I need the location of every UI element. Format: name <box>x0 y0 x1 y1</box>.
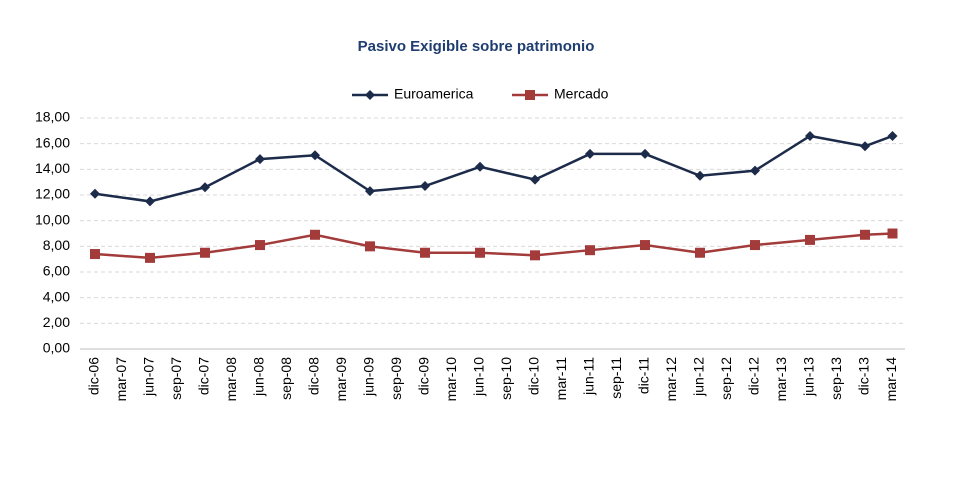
x-tick-label: jun-12 <box>691 357 707 397</box>
data-point <box>475 247 485 258</box>
data-point <box>805 234 815 245</box>
y-tick-label: 6,00 <box>43 263 70 279</box>
series-line <box>94 232 893 260</box>
data-point <box>200 182 210 193</box>
x-tick-label: sep-07 <box>168 357 184 400</box>
y-tick-label: 4,00 <box>43 288 70 304</box>
legend-marker <box>525 90 535 100</box>
x-tick-label: mar-08 <box>223 357 239 402</box>
chart-title: Pasivo Exigible sobre patrimonio <box>358 38 595 55</box>
data-point <box>365 186 375 197</box>
data-point <box>255 240 265 251</box>
x-tick-label: sep-09 <box>388 357 404 400</box>
y-tick-label: 2,00 <box>43 314 70 330</box>
x-tick-label: jun-13 <box>801 357 817 397</box>
data-point <box>860 141 870 152</box>
legend-marker <box>365 90 375 100</box>
data-point <box>420 181 430 192</box>
data-point <box>860 229 870 240</box>
data-point <box>887 130 898 141</box>
x-tick-label: sep-12 <box>718 357 734 400</box>
y-tick-label: 12,00 <box>35 186 70 202</box>
data-point <box>585 245 595 256</box>
y-tick-label: 0,00 <box>43 340 70 356</box>
x-tick-label: mar-13 <box>773 357 789 402</box>
x-tick-label: sep-10 <box>498 357 514 400</box>
x-tick-label: mar-10 <box>443 357 459 402</box>
x-tick-label: dic-12 <box>746 357 762 395</box>
x-tick-label: dic-06 <box>86 357 102 395</box>
x-tick-label: sep-11 <box>608 357 624 399</box>
data-point <box>585 148 595 159</box>
data-point <box>310 229 320 240</box>
series-line <box>94 134 893 203</box>
data-point <box>750 240 760 251</box>
y-tick-label: 14,00 <box>35 160 70 176</box>
data-point <box>310 150 320 161</box>
data-point <box>255 154 265 165</box>
data-point <box>640 240 650 251</box>
x-tick-label: jun-07 <box>141 357 157 397</box>
x-tick-label: dic-08 <box>306 357 322 395</box>
data-point <box>475 161 485 172</box>
x-tick-label: jun-09 <box>361 357 377 397</box>
x-tick-label: dic-11 <box>636 357 652 394</box>
data-point <box>145 196 155 207</box>
data-point <box>695 170 705 181</box>
x-tick-label: mar-09 <box>333 357 349 402</box>
x-tick-label: dic-07 <box>196 357 212 395</box>
legend-label: Mercado <box>554 86 609 102</box>
data-point <box>530 250 540 261</box>
data-point <box>750 165 760 176</box>
x-tick-label: sep-13 <box>828 357 844 400</box>
data-point <box>90 249 100 260</box>
x-tick-label: mar-14 <box>883 357 899 402</box>
x-tick-label: mar-11 <box>553 357 569 401</box>
x-tick-label: mar-07 <box>113 357 129 402</box>
data-point <box>530 174 540 185</box>
data-point <box>90 188 100 199</box>
data-point <box>365 241 375 252</box>
x-tick-label: dic-09 <box>416 357 432 395</box>
x-tick-label: jun-08 <box>251 357 267 397</box>
x-tick-label: jun-10 <box>471 357 487 397</box>
data-point <box>145 252 155 263</box>
x-tick-label: sep-08 <box>278 357 294 400</box>
x-tick-label: mar-12 <box>663 357 679 402</box>
data-point <box>420 247 430 258</box>
data-point <box>200 247 210 258</box>
x-tick-label: dic-10 <box>526 357 542 395</box>
data-point <box>805 130 815 141</box>
data-point <box>887 228 898 239</box>
data-point <box>695 247 705 258</box>
y-tick-label: 8,00 <box>43 237 70 253</box>
y-tick-label: 16,00 <box>35 134 70 150</box>
x-tick-label: jun-11 <box>581 357 597 396</box>
x-tick-label: dic-13 <box>856 357 872 395</box>
y-tick-label: 18,00 <box>35 109 70 125</box>
data-point <box>640 148 650 159</box>
y-tick-label: 10,00 <box>35 211 70 227</box>
legend-label: Euroamerica <box>394 86 474 102</box>
